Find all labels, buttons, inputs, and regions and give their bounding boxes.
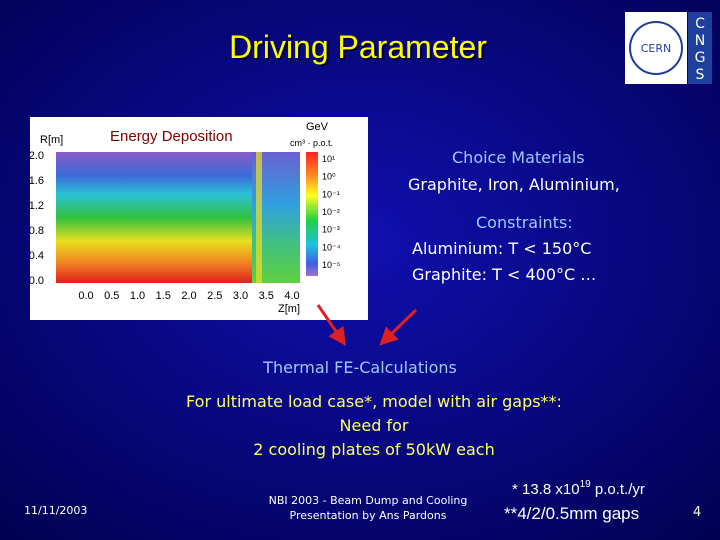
arrow xyxy=(379,308,418,346)
title-shadow: Driving Parameter xyxy=(231,31,489,67)
colorbar-tick-label: 10⁻⁴ xyxy=(322,242,341,252)
materials-heading: Choice Materials xyxy=(452,148,585,167)
logo-name: CERN xyxy=(641,42,672,55)
footer-source: Presentation by Ans Pardons xyxy=(290,509,447,522)
colorbar-unit-denominator: cm³ · p.o.t. xyxy=(290,138,333,148)
arrow xyxy=(316,304,347,346)
logo-ring xyxy=(629,21,683,75)
y-tick-label: 1.2 xyxy=(29,200,44,212)
footnote-text: * 13.8 x10 xyxy=(512,481,580,498)
title: Driving Parameter xyxy=(229,29,487,65)
requirement-line: 2 cooling plates of 50kW each xyxy=(253,440,494,459)
footer-date: 11/11/2003 xyxy=(24,504,87,517)
colorbar-tick-label: 10⁰ xyxy=(322,172,336,182)
x-tick-label: 1.0 xyxy=(130,290,145,302)
y-axis-label: R[m] xyxy=(40,134,63,146)
colorbar-tick-label: 10⁻² xyxy=(322,207,340,217)
y-tick-label: 0.4 xyxy=(29,250,44,262)
footnote: **4/2/0.5mm gaps xyxy=(504,504,639,523)
page-number: 4 xyxy=(693,505,701,520)
colorbar-unit: GeV xyxy=(306,121,329,133)
colorbar-tick-label: 10⁻³ xyxy=(322,225,340,235)
materials-text: Graphite, Iron, Aluminium, xyxy=(408,175,620,194)
x-axis-label: Z[m] xyxy=(278,303,300,315)
x-tick-label: 3.5 xyxy=(259,290,274,302)
requirement-line: Need for xyxy=(340,416,409,435)
heatmap-edge xyxy=(256,152,262,283)
colorbar-tick-label: 10¹ xyxy=(322,154,335,164)
y-tick-label: 0.0 xyxy=(29,275,44,287)
y-tick-label: 1.6 xyxy=(29,175,44,187)
figure-label: Energy Deposition xyxy=(110,128,233,145)
figure: Energy Deposition R[m] Z[m] GeV cm³ · p.… xyxy=(29,117,368,320)
colorbar-tick-label: 10⁻⁵ xyxy=(322,260,341,270)
x-tick-label: 4.0 xyxy=(284,290,299,302)
requirement-line: For ultimate load case*, model with air … xyxy=(186,392,562,411)
x-tick-label: 0.5 xyxy=(104,290,119,302)
logo-letter: C xyxy=(695,16,705,32)
constraint: Aluminium: T < 150°C xyxy=(412,239,591,258)
logo-strip xyxy=(688,12,712,84)
logo-letter: G xyxy=(695,50,706,66)
footer-source: NBI 2003 - Beam Dump and Cooling xyxy=(269,494,468,507)
logo-letter: S xyxy=(696,67,705,83)
heatmap xyxy=(56,152,252,283)
constraint: Graphite: T < 400°C … xyxy=(412,265,596,284)
x-tick-label: 2.0 xyxy=(181,290,196,302)
footnote-exponent: 19 xyxy=(580,479,592,490)
calculation: Thermal FE-Calculations xyxy=(262,358,457,377)
logo-box xyxy=(625,12,687,84)
x-tick-label: 0.0 xyxy=(78,290,93,302)
x-tick-label: 1.5 xyxy=(156,290,171,302)
x-tick-label: 3.0 xyxy=(233,290,248,302)
y-tick-label: 0.8 xyxy=(29,225,44,237)
colorbar xyxy=(306,152,318,276)
footnote: * 13.8 x1019 p.o.t./yr xyxy=(512,479,645,498)
y-tick-label: 2.0 xyxy=(29,150,44,162)
constraints-heading: Constraints: xyxy=(476,213,573,232)
x-tick-label: 2.5 xyxy=(207,290,222,302)
footnote-text: p.o.t./yr xyxy=(591,481,645,498)
logo-letter: N xyxy=(695,33,705,49)
colorbar-tick-label: 10⁻¹ xyxy=(322,189,340,199)
